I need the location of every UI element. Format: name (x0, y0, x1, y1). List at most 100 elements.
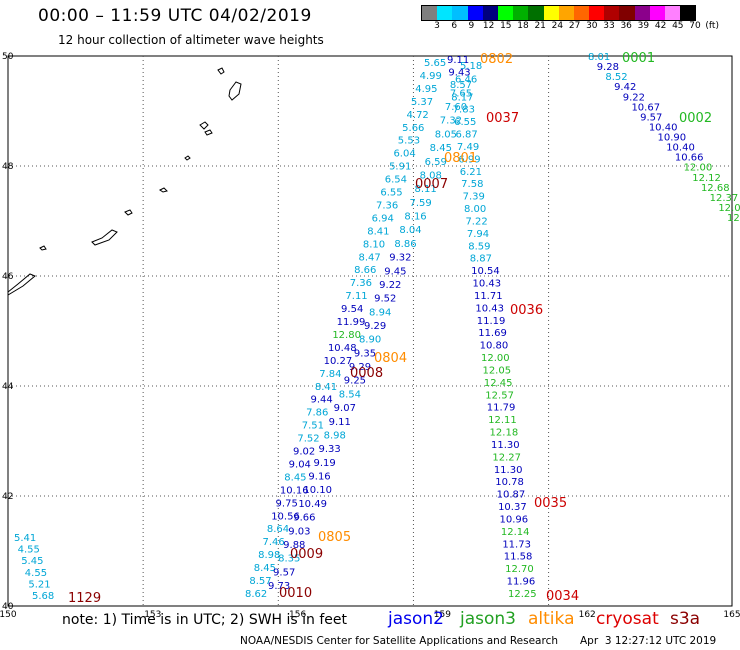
wave-height-value: 9.33 (319, 444, 341, 455)
island-outline (91, 229, 118, 246)
wave-height-value: 12.37 (710, 193, 739, 204)
wave-height-value: 8.54 (339, 389, 361, 400)
wave-height-value: 9.19 (313, 458, 335, 469)
wave-height-value: 6.04 (393, 149, 415, 160)
wave-height-value: 9.16 (308, 472, 330, 483)
pass-time-label: 0007 (415, 177, 448, 192)
wave-height-value: 6.55 (454, 117, 476, 128)
wave-height-value: 7.39 (463, 192, 485, 203)
wave-height-value: 8.57 (450, 80, 472, 91)
wave-height-value: 5.66 (402, 123, 424, 134)
wave-height-value: 9.32 (389, 253, 411, 264)
wave-height-value: 9.43 (448, 67, 470, 78)
x-tick-label: 153 (144, 610, 161, 620)
pass-time-label: 0804 (374, 351, 407, 366)
wave-height-value: 7.65 (450, 88, 472, 99)
wave-height-value: 10.43 (475, 303, 504, 314)
colorbar-label: 12 (482, 21, 495, 31)
wave-height-value: 12 (727, 213, 740, 224)
y-tick-label: 46 (2, 272, 14, 282)
pass-time-label: 0802 (480, 52, 513, 67)
wave-height-value: 7.51 (302, 421, 324, 432)
wave-height-value: 9.29 (349, 362, 371, 373)
wave-height-value: 5.91 (389, 162, 411, 173)
colorbar-label: 18 (517, 21, 529, 31)
wave-height-value: 5.65 (424, 58, 446, 69)
wave-height-value: 5.45 (21, 556, 43, 567)
wave-height-value: 9.28 (597, 62, 619, 73)
wave-height-value: 12.68 (701, 183, 730, 194)
colorbar-label: 30 (586, 21, 598, 31)
wave-height-value: 11.58 (504, 552, 533, 563)
colorbar-label: 21 (534, 21, 546, 31)
wave-height-value: 10.40 (649, 122, 678, 133)
wave-height-value: 9.42 (614, 82, 636, 93)
pass-time-label: 0008 (350, 366, 383, 381)
wave-height-value: 9.11 (329, 417, 351, 428)
wave-height-value: 9.44 (310, 395, 332, 406)
wave-height-value: 12.00 (481, 353, 510, 364)
colorbar-label: 45 (672, 21, 684, 31)
wave-height-value: 4.55 (18, 545, 40, 556)
wave-height-value: 5.18 (460, 61, 482, 72)
wave-height-value: 10.90 (658, 133, 687, 144)
wave-height-value: 7.46 (262, 537, 284, 548)
wave-height-value: 12.70 (505, 564, 534, 575)
wave-height-value: 12.0 (718, 203, 740, 214)
wave-height-value: 9.88 (283, 540, 305, 551)
wave-height-value: 6.55 (380, 188, 402, 199)
y-tick-label: 50 (2, 52, 14, 62)
pass-time-label: 0801 (444, 151, 477, 166)
wave-height-value: 9.22 (623, 92, 645, 103)
colorbar-label: 24 (551, 21, 564, 31)
wave-height-value: 7.22 (465, 216, 487, 227)
pass-time-label: 0009 (290, 547, 323, 562)
colorbar-swatch (589, 6, 605, 20)
map-frame (7, 55, 733, 607)
island-outline (204, 129, 213, 136)
island-outline (199, 121, 209, 130)
y-tick-label: 42 (2, 492, 13, 502)
wave-height-value: 8.01 (588, 52, 610, 63)
wave-height-value: 11.96 (507, 577, 536, 588)
colorbar-label: 3 (434, 21, 440, 31)
wave-height-value: 12.80 (332, 330, 361, 341)
wave-height-value: 8.08 (420, 170, 442, 181)
wave-height-value: 4.95 (415, 84, 437, 95)
footer-note: note: 1) Time is in UTC; 2) SWH is in fe… (62, 612, 348, 628)
x-tick-label: 150 (0, 610, 17, 620)
y-tick-label: 44 (2, 382, 14, 392)
wave-height-value: 4.72 (407, 110, 429, 121)
wave-height-value: 12.45 (484, 378, 513, 389)
island-outline (184, 155, 191, 161)
wave-height-value: 8.98 (258, 550, 280, 561)
wave-height-value: 7.36 (376, 200, 398, 211)
colorbar-label: 9 (468, 21, 475, 31)
wave-height-value: 11.71 (474, 291, 503, 302)
colorbar-label: 36 (620, 21, 632, 31)
wave-height-value: 8.87 (470, 254, 492, 265)
wave-height-value: 9.52 (374, 294, 396, 305)
wave-height-value: 8.98 (324, 430, 346, 441)
colorbar-label: 15 (500, 21, 512, 31)
wave-height-value: 10.66 (675, 153, 704, 164)
wave-height-value: 8.11 (415, 184, 437, 195)
wave-height-value: 9.29 (364, 321, 386, 332)
wave-height-value: 4.55 (25, 568, 47, 579)
wave-height-value: 10.49 (298, 499, 327, 510)
wave-height-value: 8.04 (399, 225, 421, 236)
wave-height-value: 8.47 (359, 252, 381, 263)
wave-height-value: 6.99 (458, 154, 480, 165)
wave-height-value: 8.41 (367, 226, 389, 237)
colorbar-labels: 3 6 9 12 15 18 21 24 27 30 33 36 39 42 45 70 (ft) (421, 21, 728, 33)
wave-height-value: 6.21 (460, 167, 482, 178)
y-tick-label: 40 (2, 602, 14, 612)
wave-height-value: 9.11 (447, 55, 469, 66)
satellite-legend-jason2: jason2 (388, 609, 444, 629)
wave-height-value: 7.11 (345, 291, 367, 302)
pass-time-label: 0002 (679, 111, 712, 126)
wave-height-value: 7.84 (319, 369, 341, 380)
wave-height-value: 6.87 (456, 130, 478, 141)
wave-height-value: 10.16 (280, 485, 309, 496)
wave-height-value: 10.43 (473, 279, 502, 290)
